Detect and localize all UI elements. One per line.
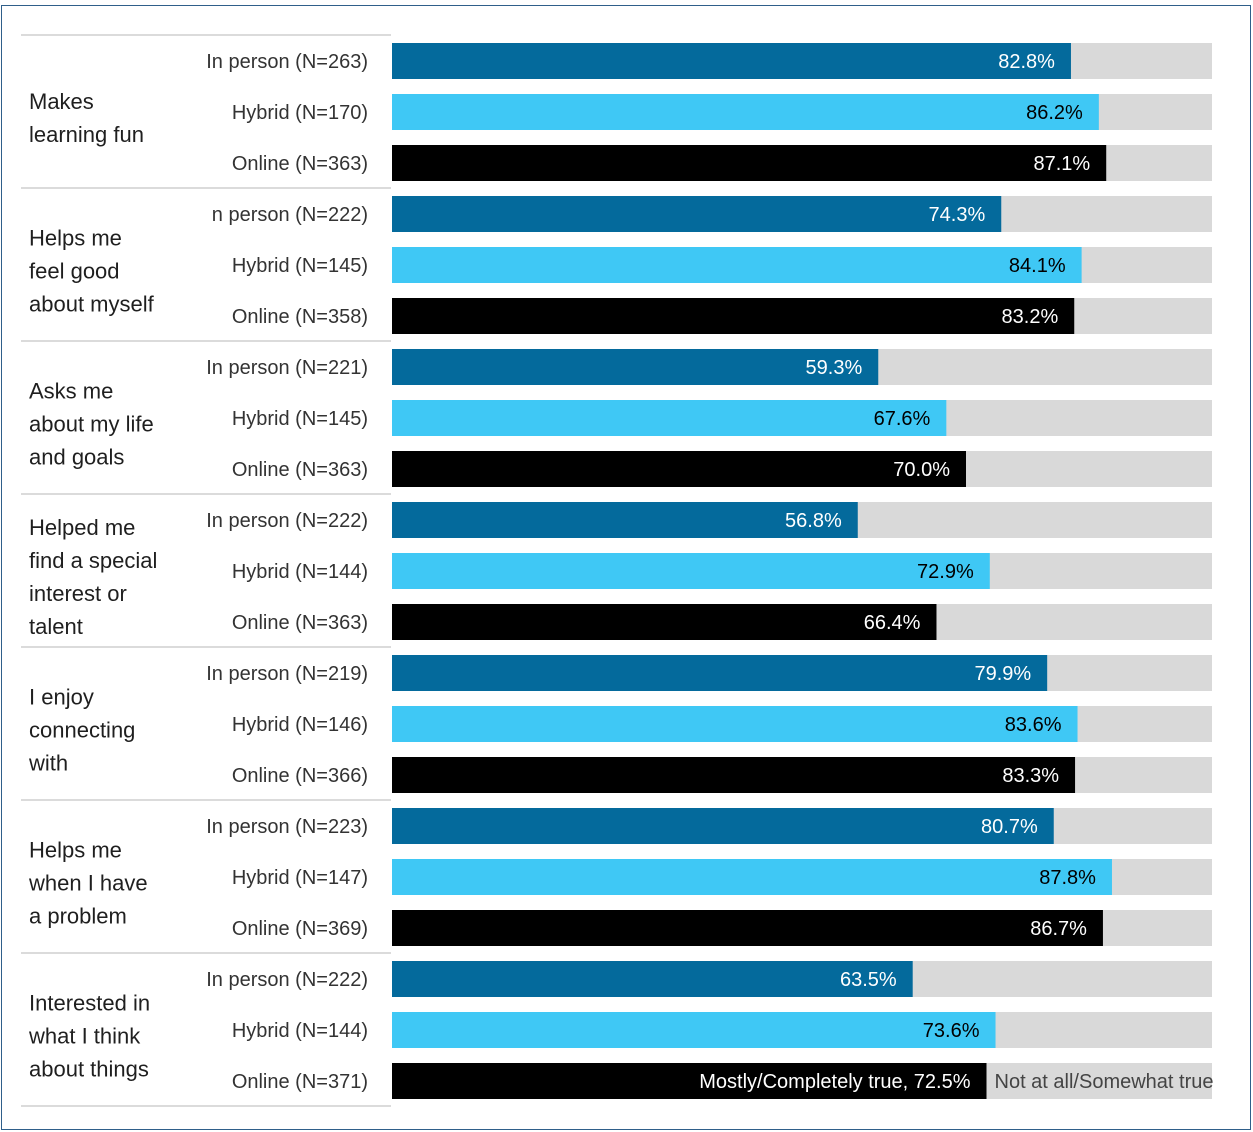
online-bar [392, 604, 937, 640]
data-label: 63.5% [840, 969, 897, 991]
online-bar [392, 1063, 987, 1099]
bar-row-label: Online (N=358) [232, 306, 368, 328]
category-label: talent [29, 614, 83, 639]
hybrid-bar [392, 400, 947, 436]
category-label: and goals [29, 445, 124, 470]
bar-row-label: Online (N=371) [232, 1071, 368, 1093]
bar-row-label: In person (N=222) [206, 969, 368, 991]
bar-row-label: In person (N=219) [206, 663, 368, 685]
data-label: 67.6% [874, 408, 931, 430]
data-label: 66.4% [864, 612, 921, 634]
data-label: 74.3% [929, 204, 986, 226]
data-label: 87.8% [1039, 867, 1096, 889]
data-label: 70.0% [893, 459, 950, 481]
bar-row-label: Hybrid (N=147) [232, 867, 368, 889]
category-label: Asks me [29, 379, 113, 404]
bar-row-label: Hybrid (N=145) [232, 255, 368, 277]
category-label: about things [29, 1057, 149, 1082]
in-person-bar [392, 808, 1054, 844]
online-bar [392, 910, 1103, 946]
category-label: interest or [29, 581, 127, 606]
remainder-label: Not at all/Somewhat true [995, 1071, 1214, 1093]
bar-row-label: n person (N=222) [212, 204, 368, 226]
online-bar [392, 757, 1076, 793]
category-label: what I think [28, 1024, 141, 1049]
category-label: I enjoy [29, 685, 94, 710]
category-label: about myself [29, 292, 155, 317]
bar-row-label: Online (N=363) [232, 153, 368, 175]
online-bar [392, 451, 966, 487]
bar-row-label: Hybrid (N=146) [232, 714, 368, 736]
bar-row-label: In person (N=221) [206, 357, 368, 379]
bar-row-label: Hybrid (N=145) [232, 408, 368, 430]
category-label: Makes [29, 89, 94, 114]
bar-row-label: Online (N=363) [232, 459, 368, 481]
bar-row-label: In person (N=222) [206, 510, 368, 532]
data-label: 72.9% [917, 561, 974, 583]
online-bar [392, 298, 1075, 334]
category-label: with [28, 751, 68, 776]
hybrid-bar [392, 247, 1082, 283]
bar-row-label: In person (N=223) [206, 816, 368, 838]
data-label: 56.8% [785, 510, 842, 532]
category-label: Helps me [29, 838, 122, 863]
data-label: Mostly/Completely true, 72.5% [699, 1071, 970, 1093]
hybrid-bar [392, 706, 1078, 742]
data-label: 84.1% [1009, 255, 1066, 277]
category-label: connecting [29, 718, 135, 743]
bar-row-label: In person (N=263) [206, 51, 368, 73]
category-label: find a special [29, 548, 157, 573]
category-label: Helps me [29, 226, 122, 251]
in-person-bar [392, 196, 1002, 232]
bar-row-label: Hybrid (N=144) [232, 561, 368, 583]
category-label: Interested in [29, 991, 150, 1016]
category-label: feel good [29, 259, 120, 284]
category-label: about my life [29, 412, 154, 437]
category-label: a problem [29, 904, 127, 929]
bar-row-label: Hybrid (N=144) [232, 1020, 368, 1042]
category-label: when I have [28, 871, 148, 896]
data-label: 59.3% [806, 357, 863, 379]
bar-row-label: Hybrid (N=170) [232, 102, 368, 124]
data-label: 80.7% [981, 816, 1038, 838]
hybrid-bar [392, 859, 1112, 895]
data-label: 73.6% [923, 1020, 980, 1042]
data-label: 79.9% [974, 663, 1031, 685]
data-label: 83.6% [1005, 714, 1062, 736]
data-label: 86.7% [1030, 918, 1087, 940]
bar-row-label: Online (N=369) [232, 918, 368, 940]
in-person-bar [392, 349, 879, 385]
bar-row-label: Online (N=366) [232, 765, 368, 787]
hybrid-bar [392, 1012, 996, 1048]
hybrid-bar [392, 94, 1099, 130]
in-person-bar [392, 655, 1048, 691]
hybrid-bar [392, 553, 990, 589]
in-person-bar [392, 502, 858, 538]
data-label: 82.8% [998, 51, 1055, 73]
data-label: 86.2% [1026, 102, 1083, 124]
data-label: 83.2% [1002, 306, 1059, 328]
data-label: 87.1% [1034, 153, 1091, 175]
in-person-bar [392, 961, 913, 997]
data-label: 83.3% [1002, 765, 1059, 787]
category-label: learning fun [29, 122, 144, 147]
category-label: Helped me [29, 515, 135, 540]
chart-frame [1, 5, 1251, 1130]
online-bar [392, 145, 1107, 181]
bar-row-label: Online (N=363) [232, 612, 368, 634]
in-person-bar [392, 43, 1071, 79]
